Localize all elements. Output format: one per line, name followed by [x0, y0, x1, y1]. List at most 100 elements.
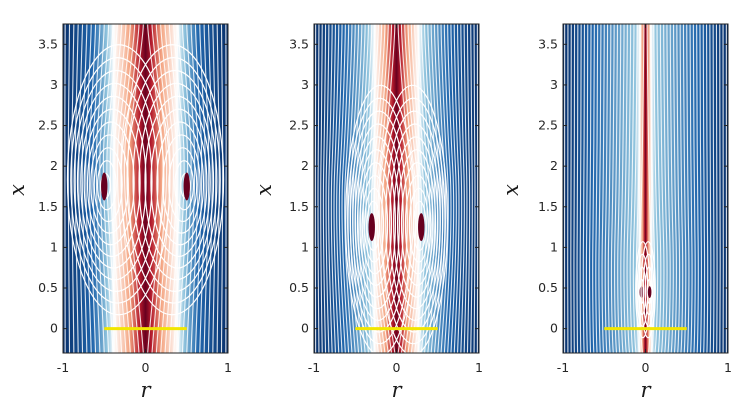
recirculation-streamline: [412, 200, 427, 252]
recirculation-streamline: [73, 69, 159, 293]
streamline: [424, 24, 436, 353]
streamline: [635, 24, 642, 353]
recirculation-streamline: [361, 174, 389, 275]
streamline: [610, 24, 615, 353]
streamline: [706, 24, 709, 353]
panel-2: 0 0.5 1 1.5 2 2.5 3 3.5 -1 0 1 r x: [252, 23, 483, 402]
recirculation-streamline: [83, 108, 141, 258]
streamline: [328, 24, 333, 353]
panel-2-plot: [314, 24, 479, 353]
y-tick-label: 1.5: [538, 199, 558, 214]
streamline: [407, 24, 423, 353]
recirculation-streamline: [354, 136, 400, 310]
y-tick-label: 2: [301, 158, 309, 173]
panel-3: 0 0.5 1 1.5 2 2.5 3 3.5 -1 0 1 r x: [499, 23, 732, 402]
streamline: [620, 24, 625, 353]
streamline: [320, 24, 323, 353]
streamline: [370, 24, 386, 353]
streamline: [673, 24, 677, 353]
streamline: [646, 24, 652, 353]
x-tick-label: -1: [308, 360, 320, 375]
panel-1-plot: [63, 24, 228, 353]
colormap-field: [314, 24, 479, 353]
recirculation-streamline: [70, 57, 165, 304]
recirculation-streamline: [347, 97, 412, 345]
y-tick-label: 1: [550, 239, 558, 254]
y-tick-label: 1: [50, 239, 58, 254]
recirculation-streamline: [66, 44, 171, 316]
streamline: [368, 24, 383, 353]
streamline: [715, 24, 718, 353]
panel-1-ylabel: x: [5, 184, 29, 196]
recirculation-streamline: [90, 134, 129, 234]
streamline: [420, 24, 433, 353]
streamline: [676, 24, 681, 353]
recirculation-streamline: [642, 253, 655, 327]
streamline: [663, 24, 668, 353]
streamline: [362, 24, 376, 353]
x-tick-label: 0: [393, 360, 401, 375]
y-tick-label: 0: [301, 321, 309, 336]
streamline: [344, 24, 353, 353]
y-tick-label: 1.5: [38, 199, 58, 214]
x-tick-label: 1: [475, 360, 483, 375]
streamline: [614, 24, 618, 353]
streamline: [151, 24, 168, 353]
recirculation-streamline: [396, 149, 437, 298]
x-tick-label: 1: [224, 360, 232, 375]
streamline: [74, 24, 79, 353]
panel-3-xlabel: r: [640, 378, 652, 402]
streamline: [116, 24, 131, 353]
recirculation-streamline: [352, 123, 404, 321]
recirculation-streamline: [408, 187, 429, 263]
streamline: [573, 24, 576, 353]
vortex-core: [183, 172, 190, 201]
streamline: [617, 24, 622, 353]
recirculation-streamline: [389, 123, 441, 321]
x-tick-label: 1: [724, 360, 732, 375]
recirculation-streamline: [150, 108, 208, 258]
y-tick-label: 0.5: [289, 280, 309, 295]
y-tick-label: 0: [50, 321, 58, 336]
recirculation-streamline: [359, 162, 393, 286]
streamline: [81, 24, 88, 353]
streamline: [450, 24, 457, 353]
streamline: [598, 24, 602, 353]
recirculation-streamline: [120, 44, 225, 316]
streamline: [325, 24, 330, 353]
streamline: [582, 24, 585, 353]
streamline: [336, 24, 343, 353]
recirculation-streamline: [356, 149, 397, 298]
panel-3-plot: [563, 24, 728, 353]
streamline: [410, 24, 425, 353]
streamline: [656, 24, 662, 353]
streamline: [702, 24, 706, 353]
streamline: [341, 24, 350, 353]
streamline: [317, 24, 320, 353]
streamline: [95, 24, 105, 353]
streamline: [194, 24, 203, 353]
streamline: [322, 24, 327, 353]
recirculation-streamline: [156, 121, 205, 246]
streamline: [123, 24, 140, 353]
recirculation-streamline: [345, 84, 416, 353]
recirculation-streamline: [381, 97, 446, 345]
y-tick-label: 2.5: [38, 118, 58, 133]
streamline: [400, 24, 417, 353]
streamline: [696, 24, 699, 353]
recirculation-streamline: [404, 174, 432, 275]
streamline: [453, 24, 460, 353]
y-tick-label: 2.5: [538, 118, 558, 133]
y-tick-label: 3: [550, 77, 558, 92]
recirculation-streamline: [132, 69, 218, 293]
streamline: [712, 24, 715, 353]
y-tick-label: 0.5: [538, 280, 558, 295]
y-tick-label: 0.5: [38, 280, 58, 295]
streamline: [186, 24, 196, 353]
x-tick-label: 0: [642, 360, 650, 375]
streamline: [443, 24, 452, 353]
recirculation-streamline: [400, 162, 434, 286]
streamline: [595, 24, 599, 353]
streamline: [709, 24, 712, 353]
